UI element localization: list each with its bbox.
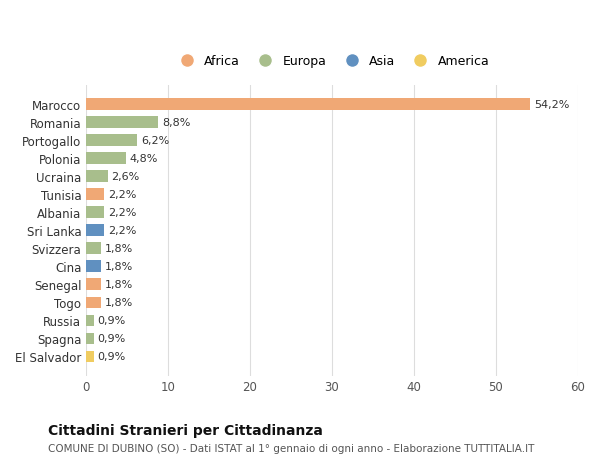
Text: 0,9%: 0,9% (98, 352, 126, 362)
Text: 2,2%: 2,2% (109, 208, 137, 218)
Text: 4,8%: 4,8% (130, 154, 158, 164)
Text: 1,8%: 1,8% (105, 262, 133, 272)
Text: 0,9%: 0,9% (98, 334, 126, 344)
Text: 54,2%: 54,2% (534, 100, 569, 110)
Text: 2,2%: 2,2% (109, 226, 137, 236)
Text: 8,8%: 8,8% (163, 118, 191, 128)
Bar (86, 207, 104, 218)
Text: 2,6%: 2,6% (112, 172, 140, 182)
Text: 1,8%: 1,8% (105, 280, 133, 290)
Bar (86, 99, 530, 111)
Bar (86, 351, 94, 363)
Bar (86, 135, 137, 146)
Bar (86, 171, 107, 183)
Text: Cittadini Stranieri per Cittadinanza: Cittadini Stranieri per Cittadinanza (48, 423, 323, 437)
Bar (86, 333, 94, 345)
Bar (86, 279, 101, 291)
Bar (86, 243, 101, 255)
Text: 1,8%: 1,8% (105, 244, 133, 254)
Bar (86, 189, 104, 201)
Text: 6,2%: 6,2% (141, 136, 169, 146)
Text: 0,9%: 0,9% (98, 316, 126, 326)
Legend: Africa, Europa, Asia, America: Africa, Europa, Asia, America (170, 51, 493, 72)
Bar (86, 261, 101, 273)
Bar (86, 225, 104, 236)
Bar (86, 153, 125, 165)
Bar (86, 117, 158, 129)
Text: 1,8%: 1,8% (105, 298, 133, 308)
Bar (86, 315, 94, 326)
Bar (86, 297, 101, 308)
Text: COMUNE DI DUBINO (SO) - Dati ISTAT al 1° gennaio di ogni anno - Elaborazione TUT: COMUNE DI DUBINO (SO) - Dati ISTAT al 1°… (48, 443, 535, 453)
Text: 2,2%: 2,2% (109, 190, 137, 200)
